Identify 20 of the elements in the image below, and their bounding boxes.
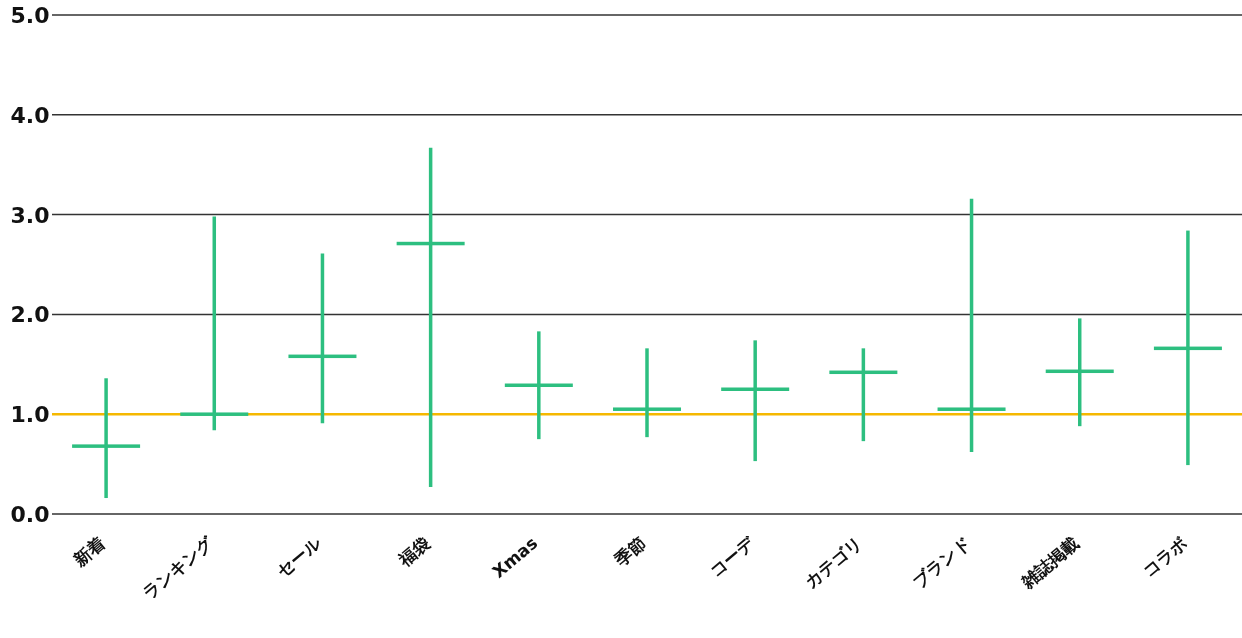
candlestick [180,216,249,431]
y-tick-label: 1.0 [10,402,50,428]
x-tick-label: セール [273,532,326,581]
x-tick-label: コーデ [705,531,760,581]
x-tick-label: ランキング [138,532,218,603]
x-tick-label: 新着 [68,532,109,571]
candlestick [613,348,681,438]
candlestick [72,378,141,500]
x-tick-label: 雑誌掲載 [1016,532,1083,593]
candlestick [937,198,1006,453]
x-tick-label: 季節 [609,532,650,571]
y-tick-label: 3.0 [10,202,50,228]
y-tick-label: 4.0 [10,102,50,128]
y-tick-label: 0.0 [10,502,50,527]
x-tick-label: 福袋 [393,532,434,571]
x-tick-label: カテゴリ [800,532,866,592]
y-tick-label: 2.0 [10,302,50,328]
x-tick-label: ブランド [909,532,975,592]
x-tick-label: コラボ [1138,532,1191,581]
y-tick-label: 5.0 [10,3,50,28]
